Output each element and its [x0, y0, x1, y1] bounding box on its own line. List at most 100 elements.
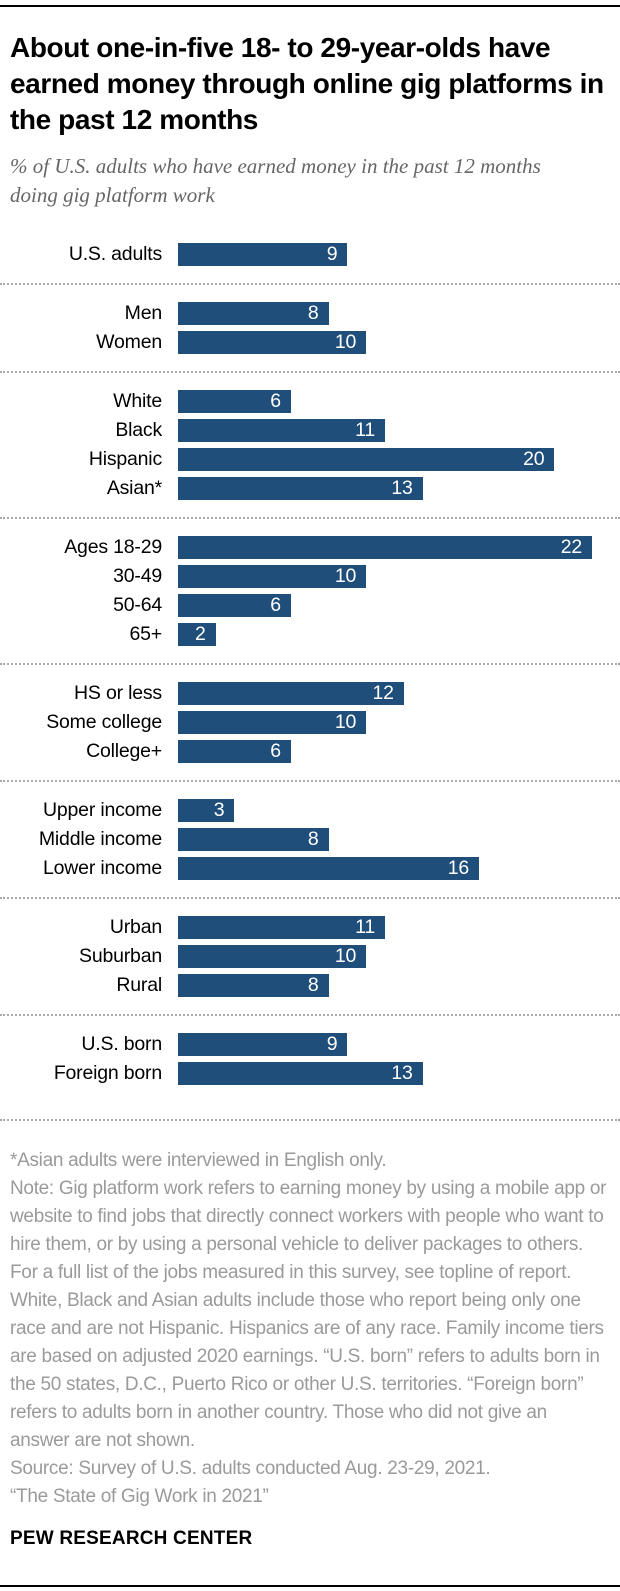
bar-track: 22 — [178, 536, 592, 559]
bar-row: Black 11 — [0, 419, 620, 442]
bar-track: 8 — [178, 974, 592, 997]
bar-value: 10 — [334, 565, 357, 587]
category-label: Rural — [116, 974, 162, 996]
category-label: HS or less — [74, 682, 162, 704]
category-label: College+ — [86, 740, 162, 762]
bar: 13 — [178, 477, 423, 500]
chart-group-overall: U.S. adults 9 — [0, 243, 620, 283]
bar-row: Hispanic 20 — [0, 448, 620, 471]
brand-logo-text: PEW RESEARCH CENTER — [10, 1528, 253, 1549]
bar-value: 8 — [307, 974, 319, 996]
bar-track: 10 — [178, 565, 592, 588]
bar: 12 — [178, 682, 404, 705]
bar-value: 10 — [334, 945, 357, 967]
bar: 8 — [178, 974, 329, 997]
bar: 10 — [178, 945, 367, 968]
category-label: U.S. adults — [68, 243, 162, 265]
bar: 2 — [178, 623, 216, 646]
bar-track: 6 — [178, 390, 592, 413]
bar-value: 6 — [270, 390, 281, 412]
bar-track: 16 — [178, 857, 592, 880]
bar: 6 — [178, 594, 291, 617]
bar-track: 9 — [178, 243, 592, 266]
bar-value: 22 — [560, 536, 582, 558]
category-label: Men — [124, 302, 163, 324]
bar-value: 6 — [270, 740, 281, 762]
category-label: Middle income — [38, 828, 162, 850]
bar: 20 — [178, 448, 555, 471]
bar-track: 20 — [178, 448, 592, 471]
bar-value: 16 — [447, 857, 470, 879]
bar-row: White 6 — [0, 390, 620, 413]
bar-track: 8 — [178, 302, 592, 325]
report-title-line: “The State of Gig Work in 2021” — [10, 1486, 269, 1507]
category-label: Asian* — [106, 477, 162, 499]
bar: 6 — [178, 740, 291, 763]
bar-track: 3 — [178, 799, 592, 822]
bar-row: 50-64 6 — [0, 594, 620, 617]
bar-row: U.S. adults 9 — [0, 243, 620, 266]
footnotes: *Asian adults were interviewed in Englis… — [10, 1147, 610, 1511]
bar: 3 — [178, 799, 235, 822]
bar-value: 8 — [307, 302, 319, 324]
chart: U.S. adults 9 Men 8 Women 10 White 6 Black 11 Hisp… — [0, 243, 620, 1121]
category-label: 65+ — [129, 623, 163, 645]
category-label: 30-49 — [113, 565, 162, 587]
bar: 11 — [178, 916, 385, 939]
bar-row: Lower income 16 — [0, 857, 620, 880]
bar-track: 6 — [178, 594, 592, 617]
chart-group-nativity: U.S. born 9 Foreign born 13 — [0, 1014, 620, 1102]
category-label: Women — [96, 331, 162, 353]
bar-value: 11 — [355, 916, 375, 938]
chart-group-community: Urban 11 Suburban 10 Rural 8 — [0, 897, 620, 1014]
category-label: 50-64 — [113, 594, 162, 616]
bar: 8 — [178, 302, 329, 325]
bar-row: Rural 8 — [0, 974, 620, 997]
bar-value: 20 — [523, 448, 545, 470]
bar-value: 8 — [307, 828, 319, 850]
bar-value: 13 — [391, 1062, 413, 1084]
category-label: Black — [115, 419, 162, 441]
bar-value: 11 — [355, 419, 375, 441]
category-label: White — [113, 390, 162, 412]
source-line: Source: Survey of U.S. adults conducted … — [10, 1458, 491, 1479]
category-label: Ages 18-29 — [64, 536, 162, 558]
bar-row: Women 10 — [0, 331, 620, 354]
bar-row: Ages 18-29 22 — [0, 536, 620, 559]
bar-row: 30-49 10 — [0, 565, 620, 588]
category-label: U.S. born — [81, 1033, 162, 1055]
top-rule — [0, 5, 620, 7]
asterisk-note: *Asian adults were interviewed in Englis… — [10, 1150, 387, 1171]
bar-value: 12 — [372, 682, 394, 704]
category-label: Suburban — [79, 945, 162, 967]
bar-track: 9 — [178, 1033, 592, 1056]
bar: 10 — [178, 331, 367, 354]
bar: 10 — [178, 565, 367, 588]
bar: 8 — [178, 828, 329, 851]
bar: 6 — [178, 390, 291, 413]
bar-row: Men 8 — [0, 302, 620, 325]
bar-track: 10 — [178, 331, 592, 354]
bar-value: 9 — [326, 243, 338, 265]
category-label: Lower income — [43, 857, 162, 879]
bar-value: 9 — [326, 1033, 338, 1055]
bar: 9 — [178, 1033, 348, 1056]
chart-group-gender: Men 8 Women 10 — [0, 283, 620, 371]
category-label: Foreign born — [53, 1062, 162, 1084]
methodology-note: Note: Gig platform work refers to earnin… — [10, 1178, 607, 1451]
category-label: Urban — [109, 916, 162, 938]
bar-value: 3 — [213, 799, 225, 821]
bar-track: 13 — [178, 1062, 592, 1085]
bar: 16 — [178, 857, 480, 880]
bar-row: Foreign born 13 — [0, 1062, 620, 1085]
bar-track: 2 — [178, 623, 592, 646]
bar-track: 6 — [178, 740, 592, 763]
bar-value: 2 — [194, 623, 206, 645]
bar-row: College+ 6 — [0, 740, 620, 763]
bar-row: 65+ 2 — [0, 623, 620, 646]
bottom-rule — [0, 1585, 620, 1587]
bar-row: Some college 10 — [0, 711, 620, 734]
chart-title: About one-in-five 18- to 29-year-olds ha… — [10, 32, 604, 135]
category-label: Upper income — [43, 799, 162, 821]
category-label: Some college — [46, 711, 162, 733]
